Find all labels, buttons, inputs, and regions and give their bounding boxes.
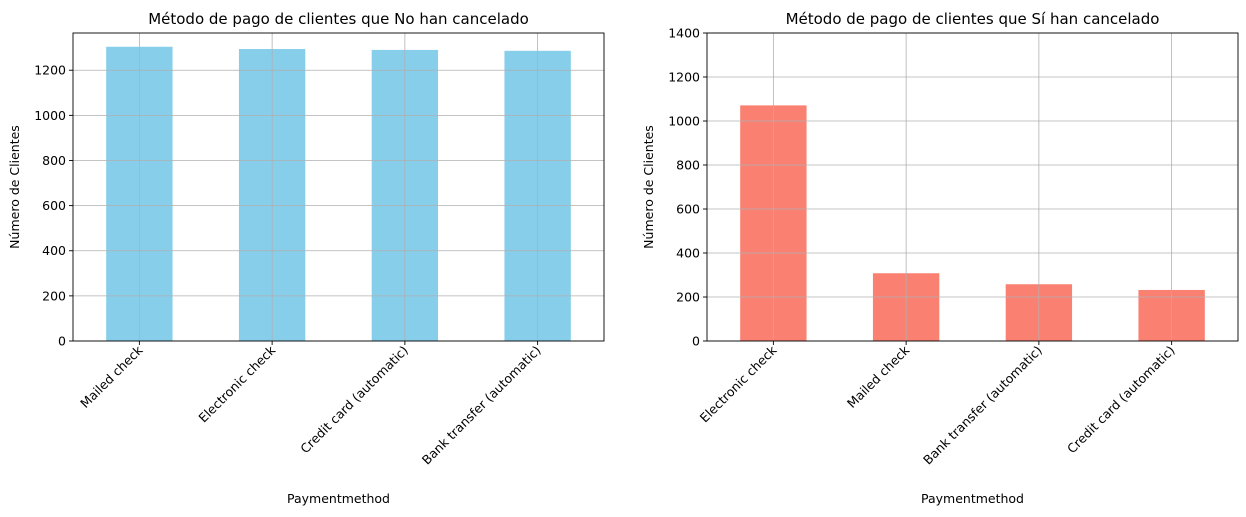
ytick-label-1-7: 1400 xyxy=(668,26,700,41)
chart-title-0: Método de pago de clientes que No han ca… xyxy=(148,10,529,28)
ytick-label-0-2: 400 xyxy=(42,243,66,258)
ytick-label-0-4: 800 xyxy=(42,153,66,168)
ytick-label-0-0: 0 xyxy=(58,334,66,349)
xtick-label-0-1: Electronic check xyxy=(195,342,278,425)
xtick-label-1-2: Bank transfer (automatic) xyxy=(920,343,1045,468)
xtick-label-1-0: Electronic check xyxy=(697,342,780,425)
axes-frame-0 xyxy=(72,32,605,342)
chart-title-1: Método de pago de clientes que Sí han ca… xyxy=(786,10,1160,28)
ytick-label-0-3: 600 xyxy=(42,198,66,213)
xtick-label-0-0: Mailed check xyxy=(77,342,146,411)
ytick-label-1-1: 200 xyxy=(676,290,700,305)
xtick-label-0-3: Bank transfer (automatic) xyxy=(419,343,544,468)
ytick-label-1-5: 1000 xyxy=(668,114,700,129)
x-axis-label-1: Paymentmethod xyxy=(921,491,1024,506)
chart-right: 0 200 400 600 800 1000 1200 1400 Electronic chec… xyxy=(641,10,1239,506)
chart-left: 0 200 400 600 800 1000 1200 Mailed check Electro… xyxy=(7,10,605,506)
ytick-label-1-4: 800 xyxy=(676,158,700,173)
ytick-label-0-6: 1200 xyxy=(34,63,66,78)
x-axis-label-0: Paymentmethod xyxy=(287,491,390,506)
ytick-label-1-3: 600 xyxy=(676,202,700,217)
ytick-label-1-2: 400 xyxy=(676,246,700,261)
xtick-label-1-1: Mailed check xyxy=(844,342,913,411)
xtick-label-0-2: Credit card (automatic) xyxy=(297,343,411,457)
ytick-label-1-0: 0 xyxy=(692,334,700,349)
ytick-label-1-6: 1200 xyxy=(668,70,700,85)
y-axis-label-1: Número de Clientes xyxy=(641,125,656,249)
xtick-label-1-3: Credit card (automatic) xyxy=(1064,343,1178,457)
y-axis-label-0: Número de Clientes xyxy=(7,125,22,249)
ytick-label-0-1: 200 xyxy=(42,288,66,303)
axes-frame-1 xyxy=(706,32,1239,342)
ytick-label-0-5: 1000 xyxy=(34,108,66,123)
